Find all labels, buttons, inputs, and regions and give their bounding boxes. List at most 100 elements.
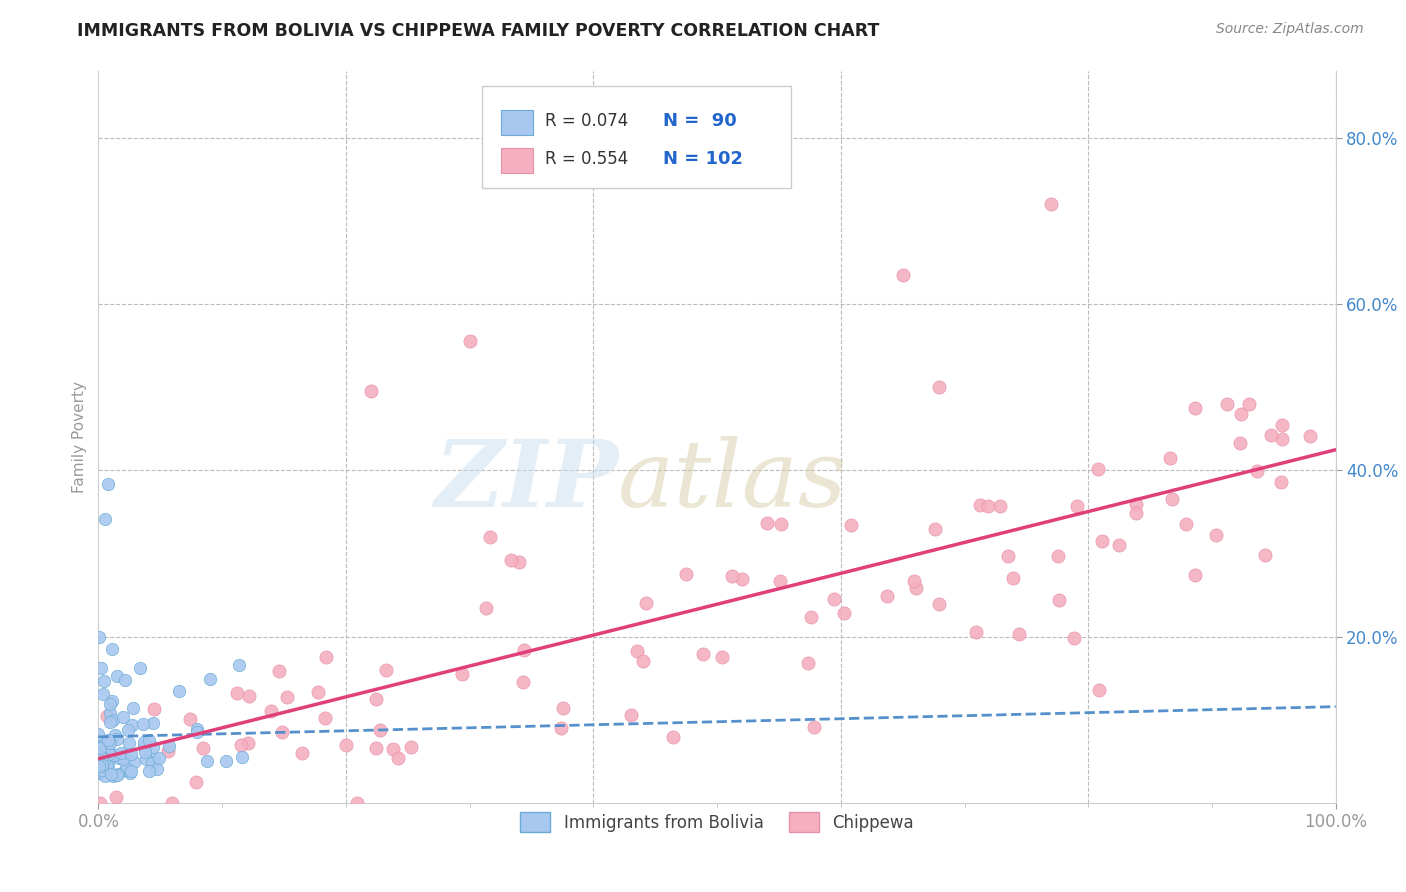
Point [675,566,697,581]
Point [231,749,253,764]
Point [93,769,115,783]
Point [360,384,382,399]
Point [89,764,111,779]
Point [1047,592,1070,607]
Point [903,574,925,588]
Point [96,758,118,772]
Point [458,334,481,349]
Point [142,716,165,731]
Point [550,721,572,735]
Point [1125,506,1147,520]
Point [368,723,391,738]
Point [94,753,117,767]
Point [186,725,208,739]
Point [100,767,122,781]
Point [1088,683,1111,698]
Text: ZIP: ZIP [434,436,619,526]
Text: R = 0.554: R = 0.554 [546,150,628,168]
Point [382,742,405,756]
Point [87,748,110,763]
Point [387,751,409,765]
Point [1066,499,1088,513]
Point [1271,433,1294,447]
Point [1216,397,1239,411]
Point [104,768,127,782]
Point [93,511,115,525]
Point [1260,427,1282,442]
Point [260,704,283,718]
FancyBboxPatch shape [482,86,792,188]
Point [129,661,152,675]
Point [730,572,752,586]
Point [160,796,183,810]
Point [142,702,165,716]
Point [138,764,160,778]
Point [1253,549,1275,563]
Point [104,789,127,804]
Point [97,741,120,756]
Point [114,761,136,775]
Point [91,763,114,777]
Point [1205,527,1227,541]
Point [662,730,685,744]
Point [508,555,530,569]
Point [104,729,127,743]
Point [231,739,253,753]
Point [307,685,329,699]
Point [101,769,124,783]
Point [226,686,249,700]
Point [114,673,136,688]
Point [346,796,368,810]
Point [98,697,121,711]
Point [1087,462,1109,476]
Point [135,751,157,765]
Point [98,751,121,765]
Point [271,725,294,739]
Point [94,752,117,766]
Point [620,708,643,723]
Point [928,597,950,611]
Point [101,642,124,657]
Point [143,752,166,766]
Point [631,654,654,668]
Text: R = 0.074: R = 0.074 [546,112,628,130]
Point [118,736,141,750]
Point [89,796,111,810]
Point [112,749,135,764]
Point [1159,451,1181,466]
Point [90,750,112,764]
Point [215,754,238,768]
Point [157,739,180,753]
Point [876,590,898,604]
Text: Source: ZipAtlas.com: Source: ZipAtlas.com [1216,22,1364,37]
Point [276,690,298,704]
Point [87,759,110,773]
Point [314,710,336,724]
Point [90,757,112,772]
Point [904,581,927,595]
Point [1184,568,1206,582]
Point [479,530,502,544]
Point [1125,497,1147,511]
Point [195,754,218,768]
Point [97,735,120,749]
Point [90,661,112,675]
Point [121,718,143,732]
Point [1160,491,1182,506]
Point [965,625,987,640]
Legend: Immigrants from Bolivia, Chippewa: Immigrants from Bolivia, Chippewa [513,805,921,838]
Point [96,709,118,723]
Text: atlas: atlas [619,436,848,526]
Point [134,734,156,748]
Point [179,712,201,726]
Point [796,656,818,670]
Point [167,684,190,698]
Point [553,701,575,715]
Point [111,752,134,766]
Point [97,747,120,761]
Point [1175,516,1198,531]
Point [97,477,120,491]
Point [769,574,792,588]
Point [97,732,120,747]
Point [634,596,657,610]
